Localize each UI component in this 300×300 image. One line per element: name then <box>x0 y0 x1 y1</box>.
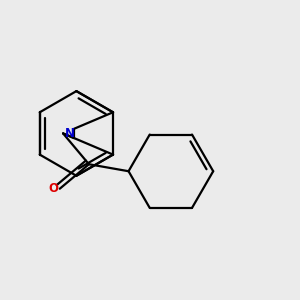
Text: N: N <box>65 127 75 140</box>
Text: O: O <box>48 182 58 195</box>
